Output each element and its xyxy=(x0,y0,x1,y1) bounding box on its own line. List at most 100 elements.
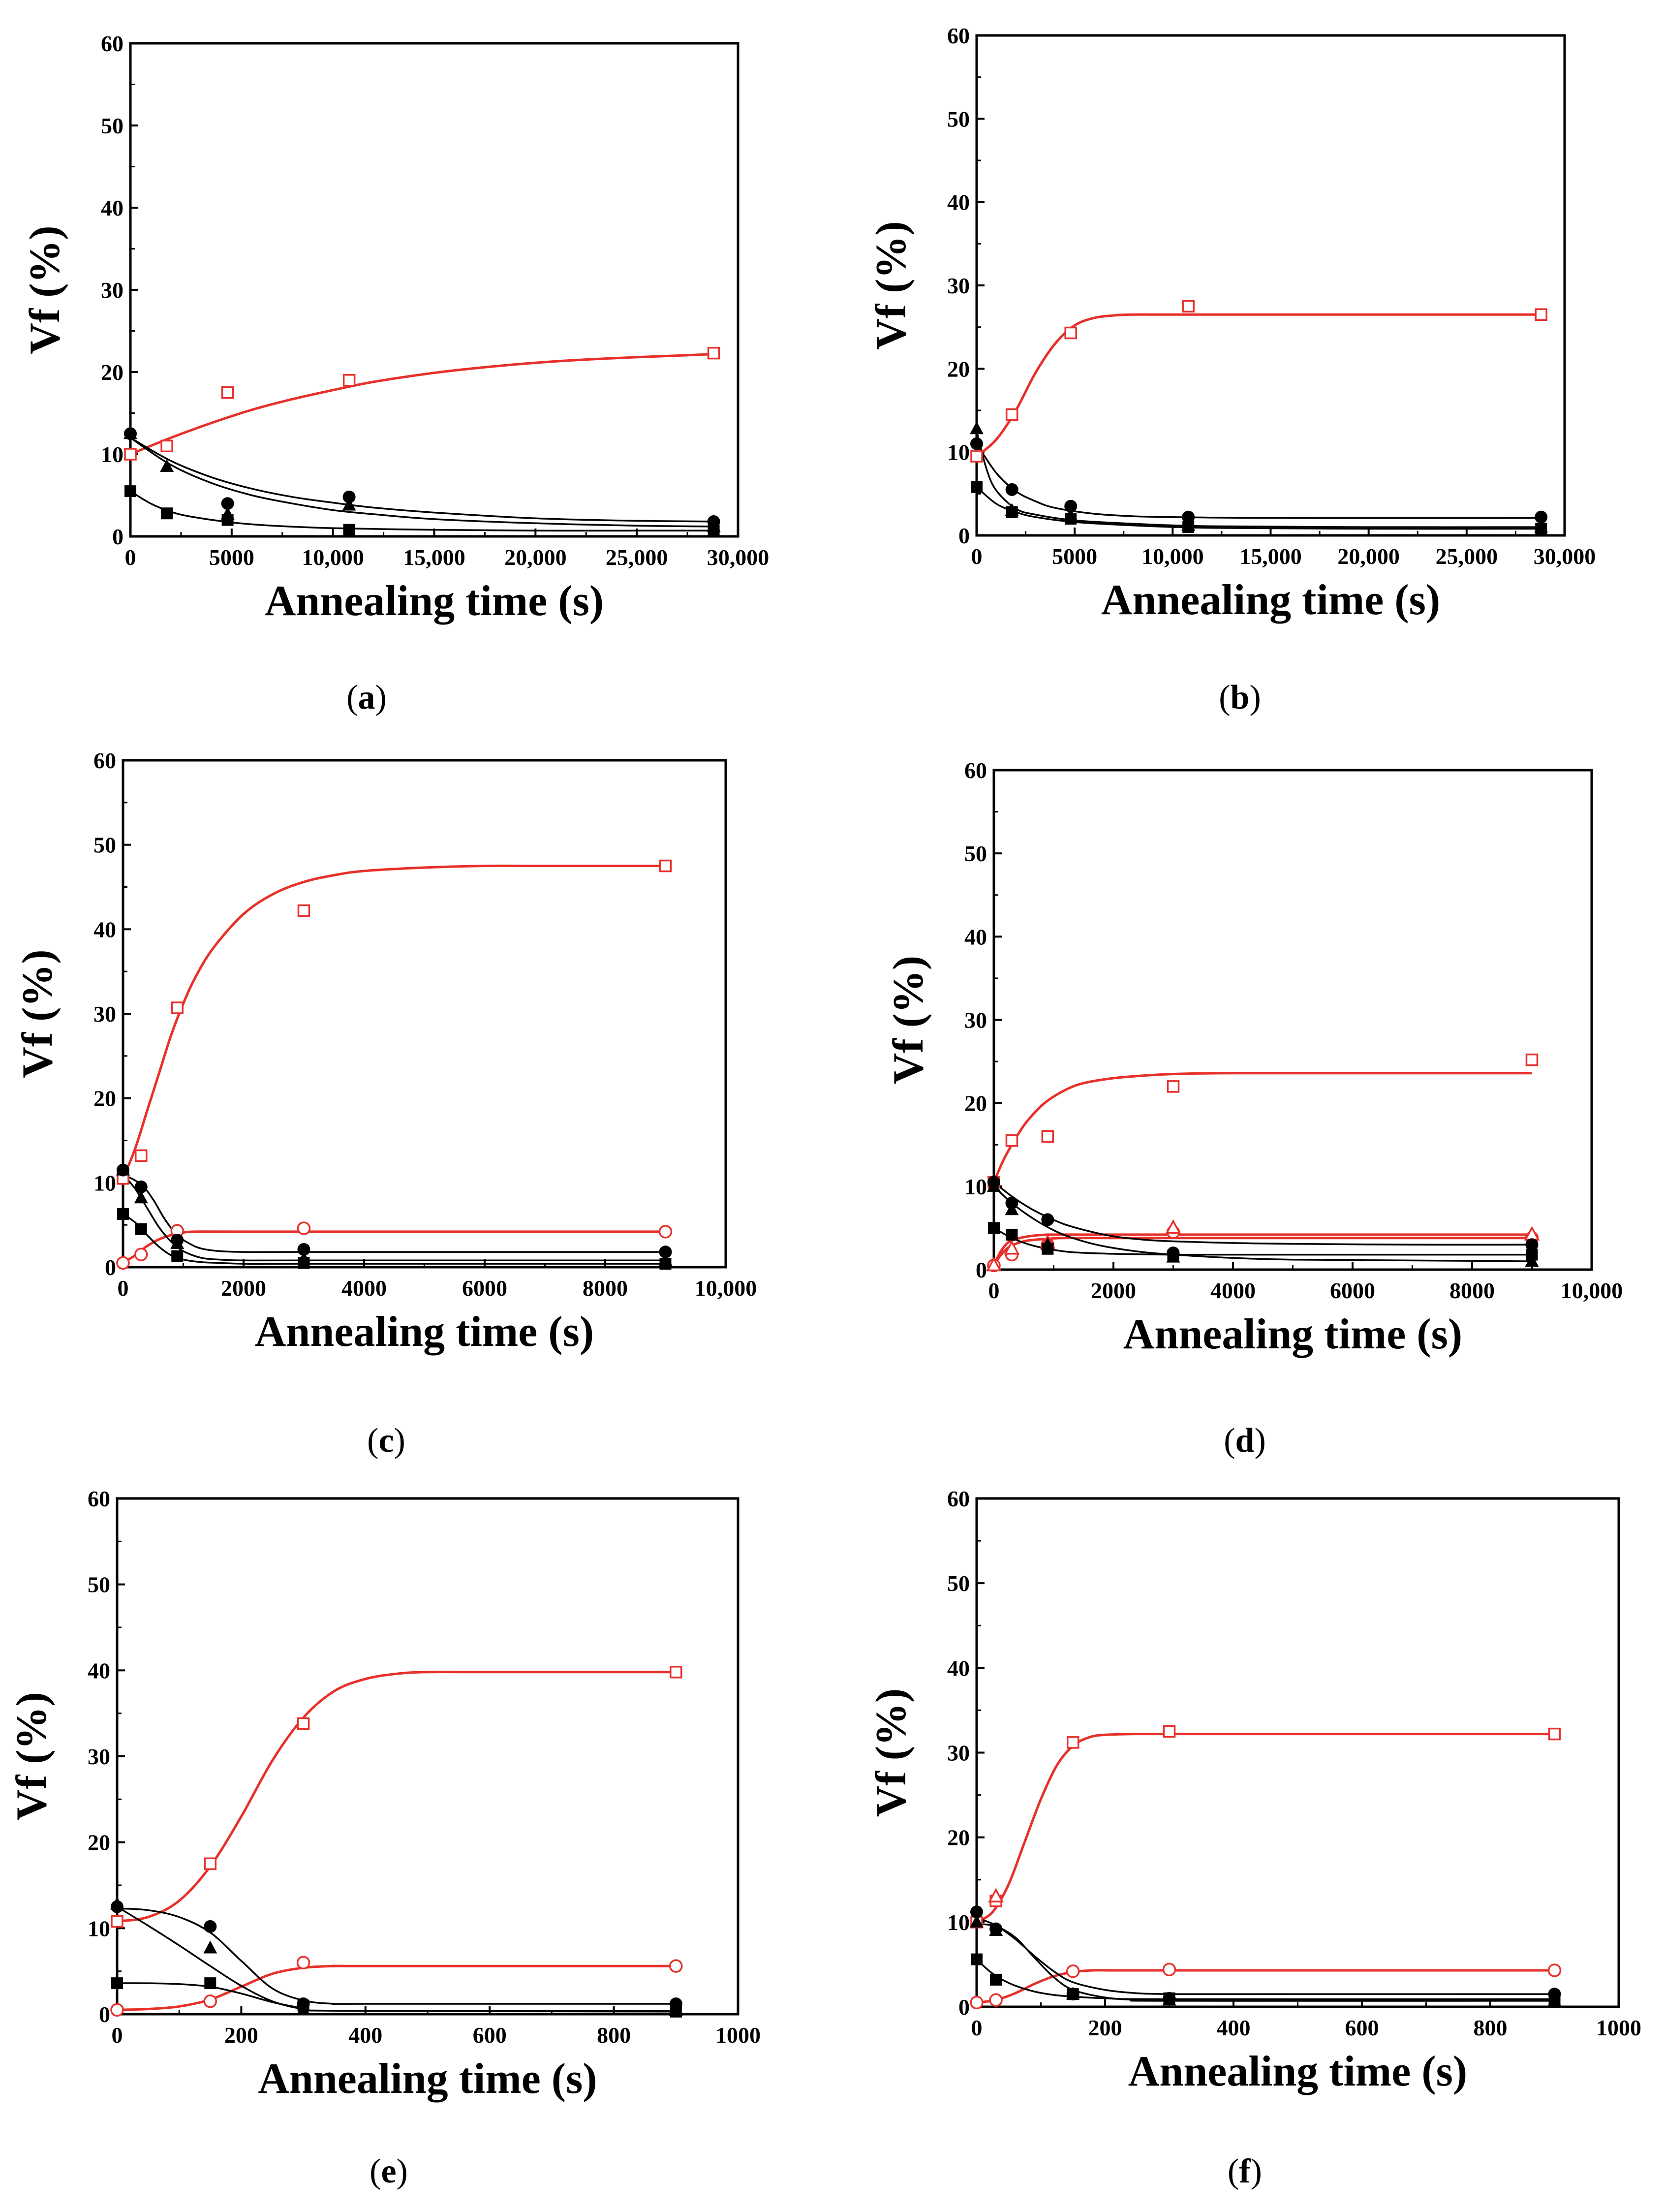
fit-curve-open-circle xyxy=(976,1969,1555,2004)
fit-curve-filled-square xyxy=(122,1213,666,1265)
marker-open-square xyxy=(1041,1130,1054,1143)
y-tick-label: 40 xyxy=(964,924,987,949)
x-tick-label: 20,000 xyxy=(1337,544,1400,569)
fit-curve-filled-circle xyxy=(976,1917,1555,1995)
marker-filled-circle xyxy=(1064,499,1078,513)
marker-open-square xyxy=(970,450,983,463)
marker-open-square xyxy=(171,1001,184,1014)
marker-open-circle xyxy=(1162,1963,1176,1976)
marker-open-circle xyxy=(110,2003,124,2017)
x-tick-label: 5000 xyxy=(1052,544,1097,569)
y-tick-label: 40 xyxy=(93,917,116,942)
x-tick-label: 25,000 xyxy=(606,545,668,570)
x-axis-title: Annealing time (s) xyxy=(1128,2048,1467,2095)
y-tick-label: 60 xyxy=(93,748,116,773)
fit-curve-filled-triangle xyxy=(976,431,1545,528)
marker-open-circle xyxy=(203,1994,217,2008)
y-tick-label: 10 xyxy=(947,1910,970,1935)
marker-filled-triangle xyxy=(987,1179,1001,1192)
y-tick-label: 30 xyxy=(947,1741,970,1766)
x-tick-label: 30,000 xyxy=(707,545,770,570)
marker-open-square xyxy=(1535,308,1547,321)
marker-open-square xyxy=(111,1915,123,1928)
fit-curve-filled-triangle xyxy=(993,1185,1532,1262)
marker-open-square xyxy=(1064,326,1077,340)
marker-filled-square xyxy=(1526,1248,1538,1261)
marker-filled-square xyxy=(124,485,136,498)
y-tick-label: 20 xyxy=(88,1830,110,1855)
marker-filled-circle xyxy=(1535,510,1548,524)
x-tick-label: 30,000 xyxy=(1534,544,1596,569)
x-tick-label: 8000 xyxy=(1449,1278,1495,1303)
panel-letter: d xyxy=(1235,1422,1255,1460)
x-tick-label: 0 xyxy=(971,544,983,569)
marker-open-circle xyxy=(116,1256,130,1270)
x-tick-label: 600 xyxy=(1345,2015,1379,2040)
marker-filled-circle xyxy=(1182,510,1195,524)
plot-frame xyxy=(122,759,727,1269)
marker-filled-square xyxy=(1065,513,1077,525)
fit-curve-filled-triangle xyxy=(117,1906,676,2012)
y-tick-label: 50 xyxy=(101,113,123,138)
y-tick-label: 40 xyxy=(101,195,123,220)
y-axis-title: Vf (%) xyxy=(21,225,69,354)
marker-filled-square xyxy=(135,1223,147,1235)
x-tick-label: 10,000 xyxy=(1561,1278,1623,1303)
marker-filled-square xyxy=(298,1257,310,1269)
marker-filled-square xyxy=(1067,1988,1079,2000)
panel-label: (f) xyxy=(1228,2152,1262,2190)
y-tick-label: 0 xyxy=(112,524,123,549)
fit-curve-filled-triangle xyxy=(130,437,718,528)
marker-open-square xyxy=(659,859,672,872)
marker-filled-square xyxy=(971,481,983,493)
marker-filled-circle xyxy=(342,490,356,503)
marker-open-square xyxy=(707,346,720,360)
marker-open-circle xyxy=(296,1956,310,1969)
x-axis-title: Annealing time (s) xyxy=(1101,576,1440,624)
x-tick-label: 10,000 xyxy=(695,1276,757,1301)
marker-open-triangle xyxy=(988,1888,1004,1902)
marker-open-triangle xyxy=(1165,1219,1181,1234)
panel-b: 0 10 20 30 40 50 60 0 5000 10,000 15,000 20,000 25,0… xyxy=(867,23,1596,717)
marker-filled-triangle xyxy=(134,1190,148,1204)
marker-open-circle xyxy=(669,1959,683,1973)
marker-open-square xyxy=(1182,300,1195,313)
panel-label: (e) xyxy=(370,2152,408,2190)
marker-filled-square xyxy=(343,524,355,536)
panel-a: 0 10 20 30 40 50 60 0 5000 10,000 15,000 20,000 25,0… xyxy=(21,31,769,717)
fit-curve-open-circle xyxy=(117,1964,676,2011)
marker-filled-square xyxy=(971,1953,983,1965)
plot-frame xyxy=(116,1497,740,2016)
y-tick-label: 30 xyxy=(947,273,970,298)
panel-letter: c xyxy=(378,1422,394,1460)
y-axis-title: Vf (%) xyxy=(885,956,932,1084)
x-axis-title: Annealing time (s) xyxy=(255,1308,594,1356)
marker-filled-circle xyxy=(970,437,983,450)
marker-filled-square xyxy=(1163,1992,1175,2004)
marker-open-square xyxy=(1548,1727,1561,1741)
marker-open-square xyxy=(1005,1134,1018,1147)
plot-frame xyxy=(975,34,1566,537)
x-tick-label: 25,000 xyxy=(1436,544,1498,569)
y-tick-label: 50 xyxy=(93,833,116,858)
y-axis-title: Vf (%) xyxy=(867,1688,915,1817)
marker-filled-circle xyxy=(1041,1213,1054,1226)
panel-label: (b) xyxy=(1219,679,1261,717)
x-tick-label: 1000 xyxy=(1596,2015,1641,2040)
marker-filled-triangle xyxy=(989,1923,1003,1936)
y-tick-label: 0 xyxy=(99,2002,110,2027)
marker-open-square xyxy=(297,904,310,917)
marker-open-triangle xyxy=(986,1256,1002,1272)
fit-curve-open-square xyxy=(130,352,718,456)
panel-d: 0 10 20 30 40 50 60 0 2000 4000 6000 8000 10,000 Anne… xyxy=(885,758,1623,1460)
y-axis-title: Vf (%) xyxy=(867,221,915,349)
marker-open-circle xyxy=(1066,1964,1080,1978)
plot-frame xyxy=(975,1497,1620,2008)
marker-filled-triangle xyxy=(203,1940,217,1954)
y-tick-label: 0 xyxy=(958,1994,970,2020)
x-tick-label: 0 xyxy=(988,1278,1000,1303)
y-tick-label: 10 xyxy=(964,1174,987,1199)
plot-frame xyxy=(992,769,1593,1271)
marker-open-square xyxy=(342,374,356,387)
